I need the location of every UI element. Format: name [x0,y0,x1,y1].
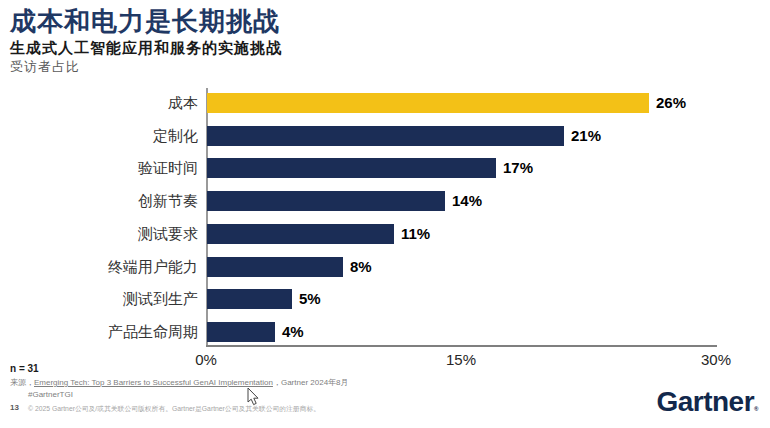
category-label: 创新节奏 [0,191,198,211]
bar [207,322,275,342]
value-label: 5% [299,289,321,309]
source-suffix: ，Gartner 2024年8月 [273,378,349,387]
page-title: 成本和电力是长期挑战 [10,4,280,39]
chart-caption: 受访者占比 [10,58,80,76]
gartner-logo-text: Gartner [656,386,754,417]
category-label: 验证时间 [0,158,198,178]
value-label: 8% [350,257,372,277]
category-label: 成本 [0,93,198,113]
plot-area: 成本 26% 定制化 21% 验证时间 17% 创新节奏 14% 测试要求 11% 终端用户能力 8%… [0,85,770,385]
bar [207,126,564,146]
bar [207,224,394,244]
category-label: 定制化 [0,126,198,146]
value-label: 4% [282,322,304,342]
source-line: 来源，Emerging Tech: Top 3 Barriers to Succ… [10,377,349,388]
source-link[interactable]: Emerging Tech: Top 3 Barriers to Success… [34,378,273,387]
x-axis-tick-label: 30% [701,351,731,368]
category-label: 终端用户能力 [0,257,198,277]
hashtag-label: #GartnerTGI [28,390,73,399]
page-number: 13 [10,403,19,412]
category-label: 测试到生产 [0,289,198,309]
value-label: 14% [452,191,482,211]
registered-mark-icon: ® [754,406,758,412]
category-label: 产品生命周期 [0,322,198,342]
value-label: 11% [401,224,430,244]
value-label: 26% [656,93,686,113]
slide: 成本和电力是长期挑战 生成式人工智能应用和服务的实施挑战 受访者占比 成本 26%… [0,0,770,428]
gartner-logo: Gartner® [656,386,758,418]
x-axis-tick-label: 0% [195,351,217,368]
bar [207,93,649,113]
x-axis-line [206,345,717,347]
bar [207,191,445,211]
bar [207,257,343,277]
value-label: 21% [571,126,601,146]
x-axis-tick-label: 15% [446,351,476,368]
copyright-text: © 2025 Gartner公司及/或其关联公司版权所有。Gartner是Gar… [28,404,320,414]
value-label: 17% [503,158,533,178]
chart-title: 生成式人工智能应用和服务的实施挑战 [10,39,282,58]
bar [207,158,496,178]
source-prefix: 来源， [10,378,34,387]
category-label: 测试要求 [0,224,198,244]
bar [207,289,292,309]
sample-size-label: n = 31 [10,363,39,374]
